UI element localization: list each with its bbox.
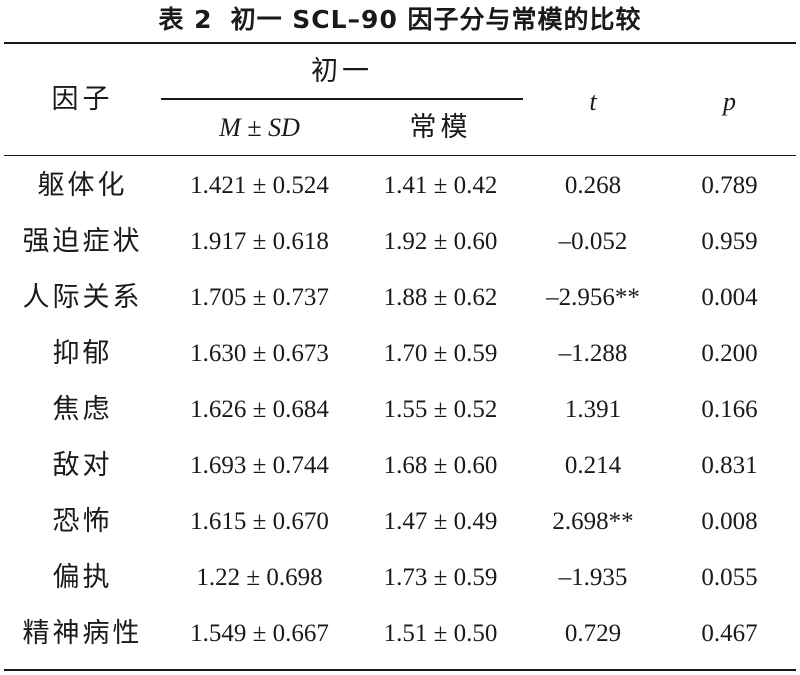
factor-cell: 躯体化 (37, 170, 128, 201)
norm-cell: 1.88 ± 0.62 (383, 284, 498, 311)
msd-cell: 1.421 ± 0.524 (190, 172, 329, 199)
msd-cell: 1.705 ± 0.737 (190, 284, 329, 311)
t-cell: 1.391 (564, 396, 622, 423)
p-cell: 0.789 (701, 172, 758, 199)
factor-cell: 敌对 (52, 450, 113, 481)
t-cell: –0.052 (558, 228, 628, 255)
table-row: 敌对 1.693 ± 0.744 1.68 ± 0.60 0.214 0.831 (0, 438, 800, 494)
p-cell: 0.959 (701, 228, 758, 255)
msd-cell: 1.615 ± 0.670 (190, 508, 329, 535)
p-cell: 0.831 (701, 452, 758, 479)
table-row: 抑郁 1.630 ± 0.673 1.70 ± 0.59 –1.288 0.20… (0, 326, 800, 382)
p-cell: 0.200 (701, 340, 758, 367)
norm-cell: 1.73 ± 0.59 (383, 564, 498, 591)
p-cell: 0.004 (701, 284, 758, 311)
header-group: 初一 (311, 56, 373, 87)
msd-cell: 1.630 ± 0.673 (190, 340, 329, 367)
norm-cell: 1.68 ± 0.60 (383, 452, 498, 479)
header-factor: 因子 (51, 84, 114, 115)
msd-cell: 1.22 ± 0.698 (196, 564, 323, 591)
table-row: 恐怖 1.615 ± 0.670 1.47 ± 0.49 2.698** 0.0… (0, 494, 800, 550)
factor-cell: 恐怖 (52, 506, 113, 537)
factor-cell: 精神病性 (22, 618, 143, 649)
table-caption: 表 2 初一 SCL–90 因子分与常模的比较 (0, 2, 800, 38)
p-cell: 0.467 (701, 620, 758, 647)
header-rule (4, 155, 796, 156)
p-cell: 0.055 (701, 564, 758, 591)
norm-cell: 1.55 ± 0.52 (383, 396, 498, 423)
norm-cell: 1.41 ± 0.42 (383, 172, 498, 199)
top-rule (4, 42, 796, 44)
header-p: p (723, 87, 736, 116)
msd-cell: 1.626 ± 0.684 (190, 396, 329, 423)
factor-cell: 焦虑 (52, 394, 113, 425)
msd-cell: 1.549 ± 0.667 (190, 620, 329, 647)
factor-cell: 抑郁 (52, 338, 113, 369)
group-rule (161, 98, 523, 100)
t-cell: 0.268 (564, 172, 622, 199)
t-cell: 2.698** (552, 508, 634, 535)
factor-cell: 人际关系 (22, 282, 143, 313)
table-row: 精神病性 1.549 ± 0.667 1.51 ± 0.50 0.729 0.4… (0, 606, 800, 662)
header-t: t (589, 87, 597, 116)
table-title: 初一 SCL–90 因子分与常模的比较 (230, 5, 642, 34)
t-cell: 0.729 (564, 620, 622, 647)
t-cell: –1.935 (558, 564, 628, 591)
factor-cell: 偏执 (52, 562, 113, 593)
table-row: 偏执 1.22 ± 0.698 1.73 ± 0.59 –1.935 0.055 (0, 550, 800, 606)
t-cell: –2.956** (546, 284, 640, 311)
norm-cell: 1.47 ± 0.49 (383, 508, 498, 535)
table-number: 表 2 (158, 5, 213, 34)
t-cell: –1.288 (558, 340, 628, 367)
p-cell: 0.008 (701, 508, 758, 535)
table-row: 躯体化 1.421 ± 0.524 1.41 ± 0.42 0.268 0.78… (0, 158, 800, 214)
table-row: 焦虑 1.626 ± 0.684 1.55 ± 0.52 1.391 0.166 (0, 382, 800, 438)
header-msd: M ± SD (219, 113, 300, 142)
norm-cell: 1.51 ± 0.50 (383, 620, 498, 647)
bottom-rule (4, 669, 796, 671)
factor-cell: 强迫症状 (22, 226, 143, 257)
p-cell: 0.166 (701, 396, 758, 423)
t-cell: 0.214 (564, 452, 622, 479)
msd-cell: 1.917 ± 0.618 (190, 228, 329, 255)
norm-cell: 1.70 ± 0.59 (383, 340, 498, 367)
msd-cell: 1.693 ± 0.744 (190, 452, 329, 479)
header-norm: 常模 (409, 112, 472, 143)
table-row: 强迫症状 1.917 ± 0.618 1.92 ± 0.60 –0.052 0.… (0, 214, 800, 270)
table-row: 人际关系 1.705 ± 0.737 1.88 ± 0.62 –2.956** … (0, 270, 800, 326)
norm-cell: 1.92 ± 0.60 (383, 228, 498, 255)
